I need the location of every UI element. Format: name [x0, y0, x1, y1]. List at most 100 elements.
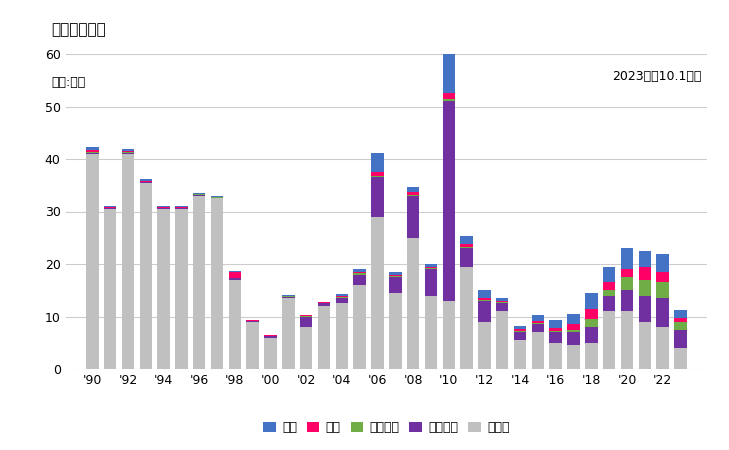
Bar	[282, 298, 295, 369]
Bar	[674, 348, 687, 369]
Bar	[265, 336, 277, 337]
Bar	[104, 208, 117, 209]
Bar	[389, 277, 402, 293]
Bar	[300, 327, 313, 369]
Bar	[639, 251, 651, 266]
Legend: 中国, 米国, スペイン, フランス, その他: 中国, 米国, スペイン, フランス, その他	[258, 416, 515, 439]
Bar	[86, 154, 98, 369]
Bar	[620, 311, 634, 369]
Bar	[335, 297, 348, 298]
Bar	[496, 301, 508, 302]
Bar	[478, 300, 491, 301]
Bar	[550, 331, 562, 332]
Bar	[603, 311, 615, 369]
Bar	[389, 275, 402, 276]
Bar	[443, 94, 455, 99]
Bar	[496, 303, 508, 311]
Bar	[193, 196, 206, 369]
Bar	[514, 340, 526, 369]
Bar	[122, 152, 134, 153]
Bar	[478, 290, 491, 298]
Bar	[318, 306, 330, 369]
Bar	[460, 244, 473, 247]
Bar	[443, 99, 455, 101]
Bar	[300, 315, 313, 316]
Bar	[335, 303, 348, 369]
Bar	[639, 296, 651, 322]
Bar	[193, 195, 206, 196]
Bar	[531, 315, 544, 321]
Bar	[157, 206, 170, 207]
Bar	[122, 154, 134, 369]
Bar	[318, 302, 330, 303]
Bar	[371, 153, 383, 171]
Bar	[603, 290, 615, 296]
Bar	[460, 247, 473, 248]
Bar	[175, 207, 187, 208]
Bar	[211, 197, 223, 198]
Bar	[656, 283, 668, 298]
Bar	[229, 278, 241, 280]
Bar	[460, 266, 473, 369]
Bar	[443, 0, 455, 94]
Bar	[371, 217, 383, 369]
Bar	[211, 196, 223, 197]
Bar	[585, 319, 598, 327]
Bar	[407, 192, 419, 195]
Bar	[425, 268, 437, 269]
Bar	[265, 335, 277, 336]
Bar	[246, 321, 259, 322]
Bar	[567, 324, 580, 329]
Bar	[531, 332, 544, 369]
Bar	[86, 153, 98, 154]
Bar	[443, 101, 455, 301]
Bar	[656, 253, 668, 272]
Bar	[335, 296, 348, 297]
Bar	[229, 272, 241, 278]
Bar	[139, 182, 152, 183]
Bar	[122, 149, 134, 151]
Bar	[496, 302, 508, 303]
Bar	[514, 332, 526, 340]
Bar	[175, 208, 187, 209]
Bar	[335, 298, 348, 303]
Bar	[282, 297, 295, 298]
Bar	[531, 323, 544, 324]
Bar	[425, 269, 437, 296]
Bar	[674, 329, 687, 348]
Bar	[407, 187, 419, 192]
Bar	[318, 303, 330, 306]
Bar	[175, 206, 187, 207]
Bar	[478, 322, 491, 369]
Bar	[139, 183, 152, 369]
Bar	[175, 209, 187, 369]
Bar	[550, 332, 562, 343]
Bar	[585, 343, 598, 369]
Bar	[656, 298, 668, 327]
Bar	[656, 272, 668, 283]
Bar	[157, 209, 170, 369]
Bar	[531, 324, 544, 332]
Bar	[674, 322, 687, 329]
Bar	[567, 346, 580, 369]
Bar	[354, 269, 366, 272]
Bar	[460, 236, 473, 244]
Bar	[265, 338, 277, 369]
Bar	[603, 296, 615, 311]
Bar	[639, 266, 651, 280]
Bar	[371, 171, 383, 176]
Bar	[639, 280, 651, 296]
Bar	[567, 314, 580, 324]
Bar	[282, 296, 295, 297]
Bar	[514, 326, 526, 328]
Bar	[425, 266, 437, 268]
Bar	[585, 309, 598, 319]
Bar	[265, 337, 277, 338]
Bar	[425, 264, 437, 266]
Bar	[496, 298, 508, 301]
Bar	[567, 329, 580, 332]
Bar	[478, 301, 491, 322]
Bar	[585, 327, 598, 343]
Bar	[139, 181, 152, 182]
Bar	[157, 208, 170, 209]
